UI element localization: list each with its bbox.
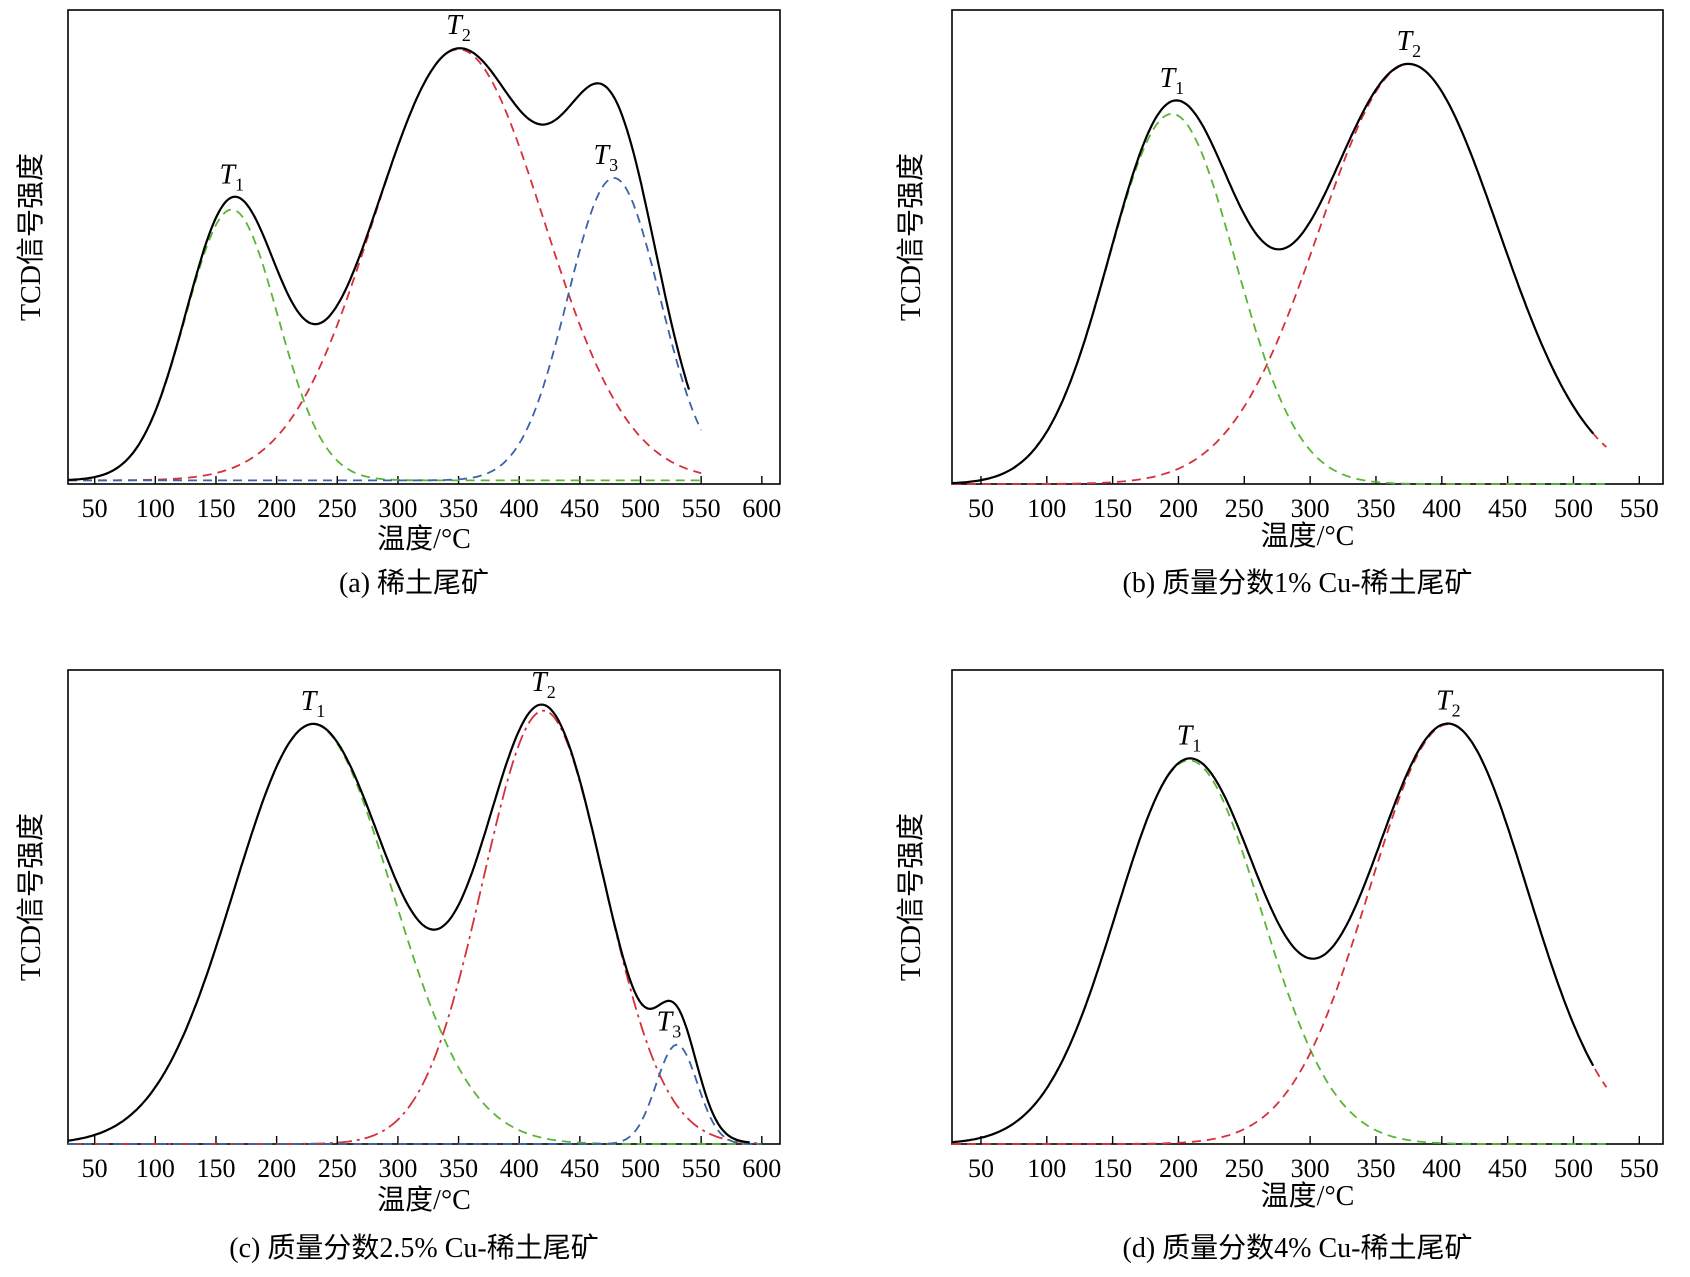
x-tick-label: 250 <box>318 1154 357 1183</box>
panel-a: 50 100 150 200 250 300 350 400 450 500 550 600 温度/°C… <box>15 9 781 599</box>
peak-label-T1: T1 <box>301 686 326 721</box>
series-T2-curve <box>952 723 1608 1145</box>
y-axis-title: TCD信号强度 <box>895 813 927 981</box>
x-tick-label: 350 <box>439 494 478 523</box>
series-T1-curve <box>67 208 702 482</box>
x-tick-label: 150 <box>196 494 235 523</box>
plot-frame <box>67 669 781 1145</box>
x-tick-label: 550 <box>682 1154 721 1183</box>
x-tick-label: 250 <box>318 494 357 523</box>
panel-caption: (a) 稀土尾矿 <box>339 567 489 599</box>
x-tick-label: 100 <box>136 1154 175 1183</box>
y-axis-title: TCD信号强度 <box>895 153 927 321</box>
x-axis-title: 温度/°C <box>1261 1180 1355 1212</box>
x-tick-label: 100 <box>136 494 175 523</box>
x-axis-title: 温度/°C <box>377 1184 471 1216</box>
x-tick-label: 50 <box>968 494 994 523</box>
panel-caption: (d) 质量分数4% Cu-稀土尾矿 <box>1123 1232 1473 1264</box>
x-axis-title: 温度/°C <box>1261 520 1355 552</box>
x-tick-label: 50 <box>82 494 108 523</box>
peak-label-T3: T3 <box>594 140 619 175</box>
series-T3-curve <box>68 1043 762 1145</box>
x-tick-label: 200 <box>257 1154 296 1183</box>
x-tick-label: 400 <box>500 1154 539 1183</box>
x-tick-label: 200 <box>257 494 296 523</box>
x-tick-label: 500 <box>621 1154 660 1183</box>
x-tick-label: 400 <box>1422 494 1461 523</box>
x-tick-label: 200 <box>1159 1154 1198 1183</box>
plot-frame <box>951 669 1664 1145</box>
x-tick-label: 350 <box>1356 494 1395 523</box>
peak-label-T1: T1 <box>1160 63 1185 98</box>
peak-label-T2: T2 <box>446 10 471 45</box>
x-tick-label: 300 <box>1291 1154 1330 1183</box>
x-tick-label: 300 <box>378 1154 417 1183</box>
peak-label-T2: T2 <box>1397 26 1422 61</box>
x-tick-label: 350 <box>1356 1154 1395 1183</box>
x-tick-label: 150 <box>196 1154 235 1183</box>
x-tick-label: 450 <box>560 494 599 523</box>
x-tick-label: 550 <box>1620 494 1659 523</box>
x-tick-label: 100 <box>1027 1154 1066 1183</box>
x-tick-label: 400 <box>1422 1154 1461 1183</box>
x-tick-label: 400 <box>500 494 539 523</box>
x-tick-label: 250 <box>1225 494 1264 523</box>
x-tick-label: 600 <box>742 1154 781 1183</box>
x-tick-label: 550 <box>682 494 721 523</box>
x-tick-label: 450 <box>1488 494 1527 523</box>
series-sum-curve <box>67 703 750 1144</box>
x-tick-label: 150 <box>1093 1154 1132 1183</box>
series-T2-curve <box>68 709 762 1145</box>
x-tick-label: 150 <box>1093 494 1132 523</box>
x-tick-label: 350 <box>439 1154 478 1183</box>
plot-frame <box>951 9 1664 485</box>
panel-b: 50 100 150 200 250 300 350 400 450 500 550 温度/°C TCD… <box>895 9 1664 599</box>
peak-label-T2: T2 <box>1436 686 1461 721</box>
y-axis-title: TCD信号强度 <box>15 153 47 321</box>
x-tick-label: 450 <box>1488 1154 1527 1183</box>
peak-label-T3: T3 <box>657 1007 682 1042</box>
x-tick-label: 50 <box>968 1154 994 1183</box>
panel-caption: (b) 质量分数1% Cu-稀土尾矿 <box>1123 567 1473 599</box>
x-tick-label: 300 <box>1291 494 1330 523</box>
series-T1-curve <box>951 759 1607 1145</box>
x-tick-label: 500 <box>1554 494 1593 523</box>
x-tick-label: 50 <box>82 1154 108 1183</box>
x-tick-label: 450 <box>560 1154 599 1183</box>
series-sum-curve <box>951 62 1595 485</box>
plot-frame <box>67 9 781 485</box>
series-sum-curve <box>67 47 691 481</box>
x-tick-label: 300 <box>378 494 417 523</box>
series-T3-curve <box>68 176 703 482</box>
y-axis-title: TCD信号强度 <box>15 813 47 981</box>
x-axis-title: 温度/°C <box>377 523 471 555</box>
panel-c: 50 100 150 200 250 300 350 400 450 500 550 600 温度/°C… <box>15 667 781 1264</box>
peak-label-T1: T1 <box>1177 720 1202 755</box>
x-tick-label: 500 <box>621 494 660 523</box>
series-T1-curve <box>67 723 762 1145</box>
peak-label-T1: T1 <box>219 159 244 194</box>
x-tick-label: 500 <box>1554 1154 1593 1183</box>
series-sum-curve <box>951 722 1595 1144</box>
x-tick-label: 600 <box>742 494 781 523</box>
x-tick-label: 550 <box>1620 1154 1659 1183</box>
panel-caption: (c) 质量分数2.5% Cu-稀土尾矿 <box>229 1232 598 1264</box>
x-tick-label: 200 <box>1159 494 1198 523</box>
series-T2-curve <box>952 63 1608 485</box>
series-T2-curve <box>68 48 702 482</box>
x-tick-label: 250 <box>1225 1154 1264 1183</box>
peak-label-T2: T2 <box>531 667 556 702</box>
series-T1-curve <box>951 113 1607 485</box>
panel-d: 50 100 150 200 250 300 350 400 450 500 550 温度/°C TCD… <box>895 669 1664 1264</box>
x-tick-label: 100 <box>1027 494 1066 523</box>
